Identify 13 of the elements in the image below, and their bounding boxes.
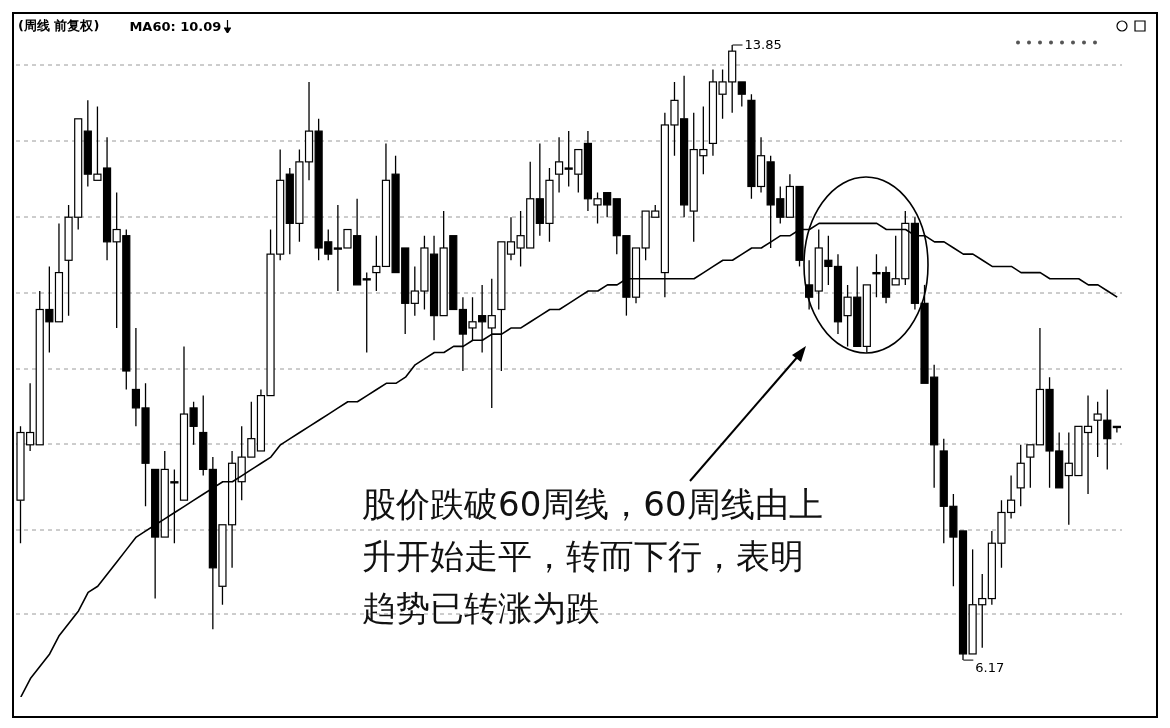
candlestick bbox=[362, 271, 371, 354]
candlestick bbox=[372, 235, 381, 292]
annotation: 股价跌破60周线，60周线由上升开始走平，转而下行，表明趋势已转涨为跌 bbox=[362, 483, 824, 630]
candlestick bbox=[554, 136, 564, 194]
annotation: 13.85 bbox=[744, 37, 782, 52]
candlestick bbox=[1016, 444, 1025, 507]
candlestick bbox=[487, 278, 496, 409]
chart-title: (周线 前复权) bbox=[18, 17, 100, 35]
candlestick bbox=[151, 468, 160, 600]
annotation: 6.17 bbox=[975, 660, 1005, 676]
candlestick bbox=[1026, 444, 1035, 489]
candlestick bbox=[199, 394, 208, 477]
legend-label: MA60: 10.09 bbox=[129, 18, 222, 34]
